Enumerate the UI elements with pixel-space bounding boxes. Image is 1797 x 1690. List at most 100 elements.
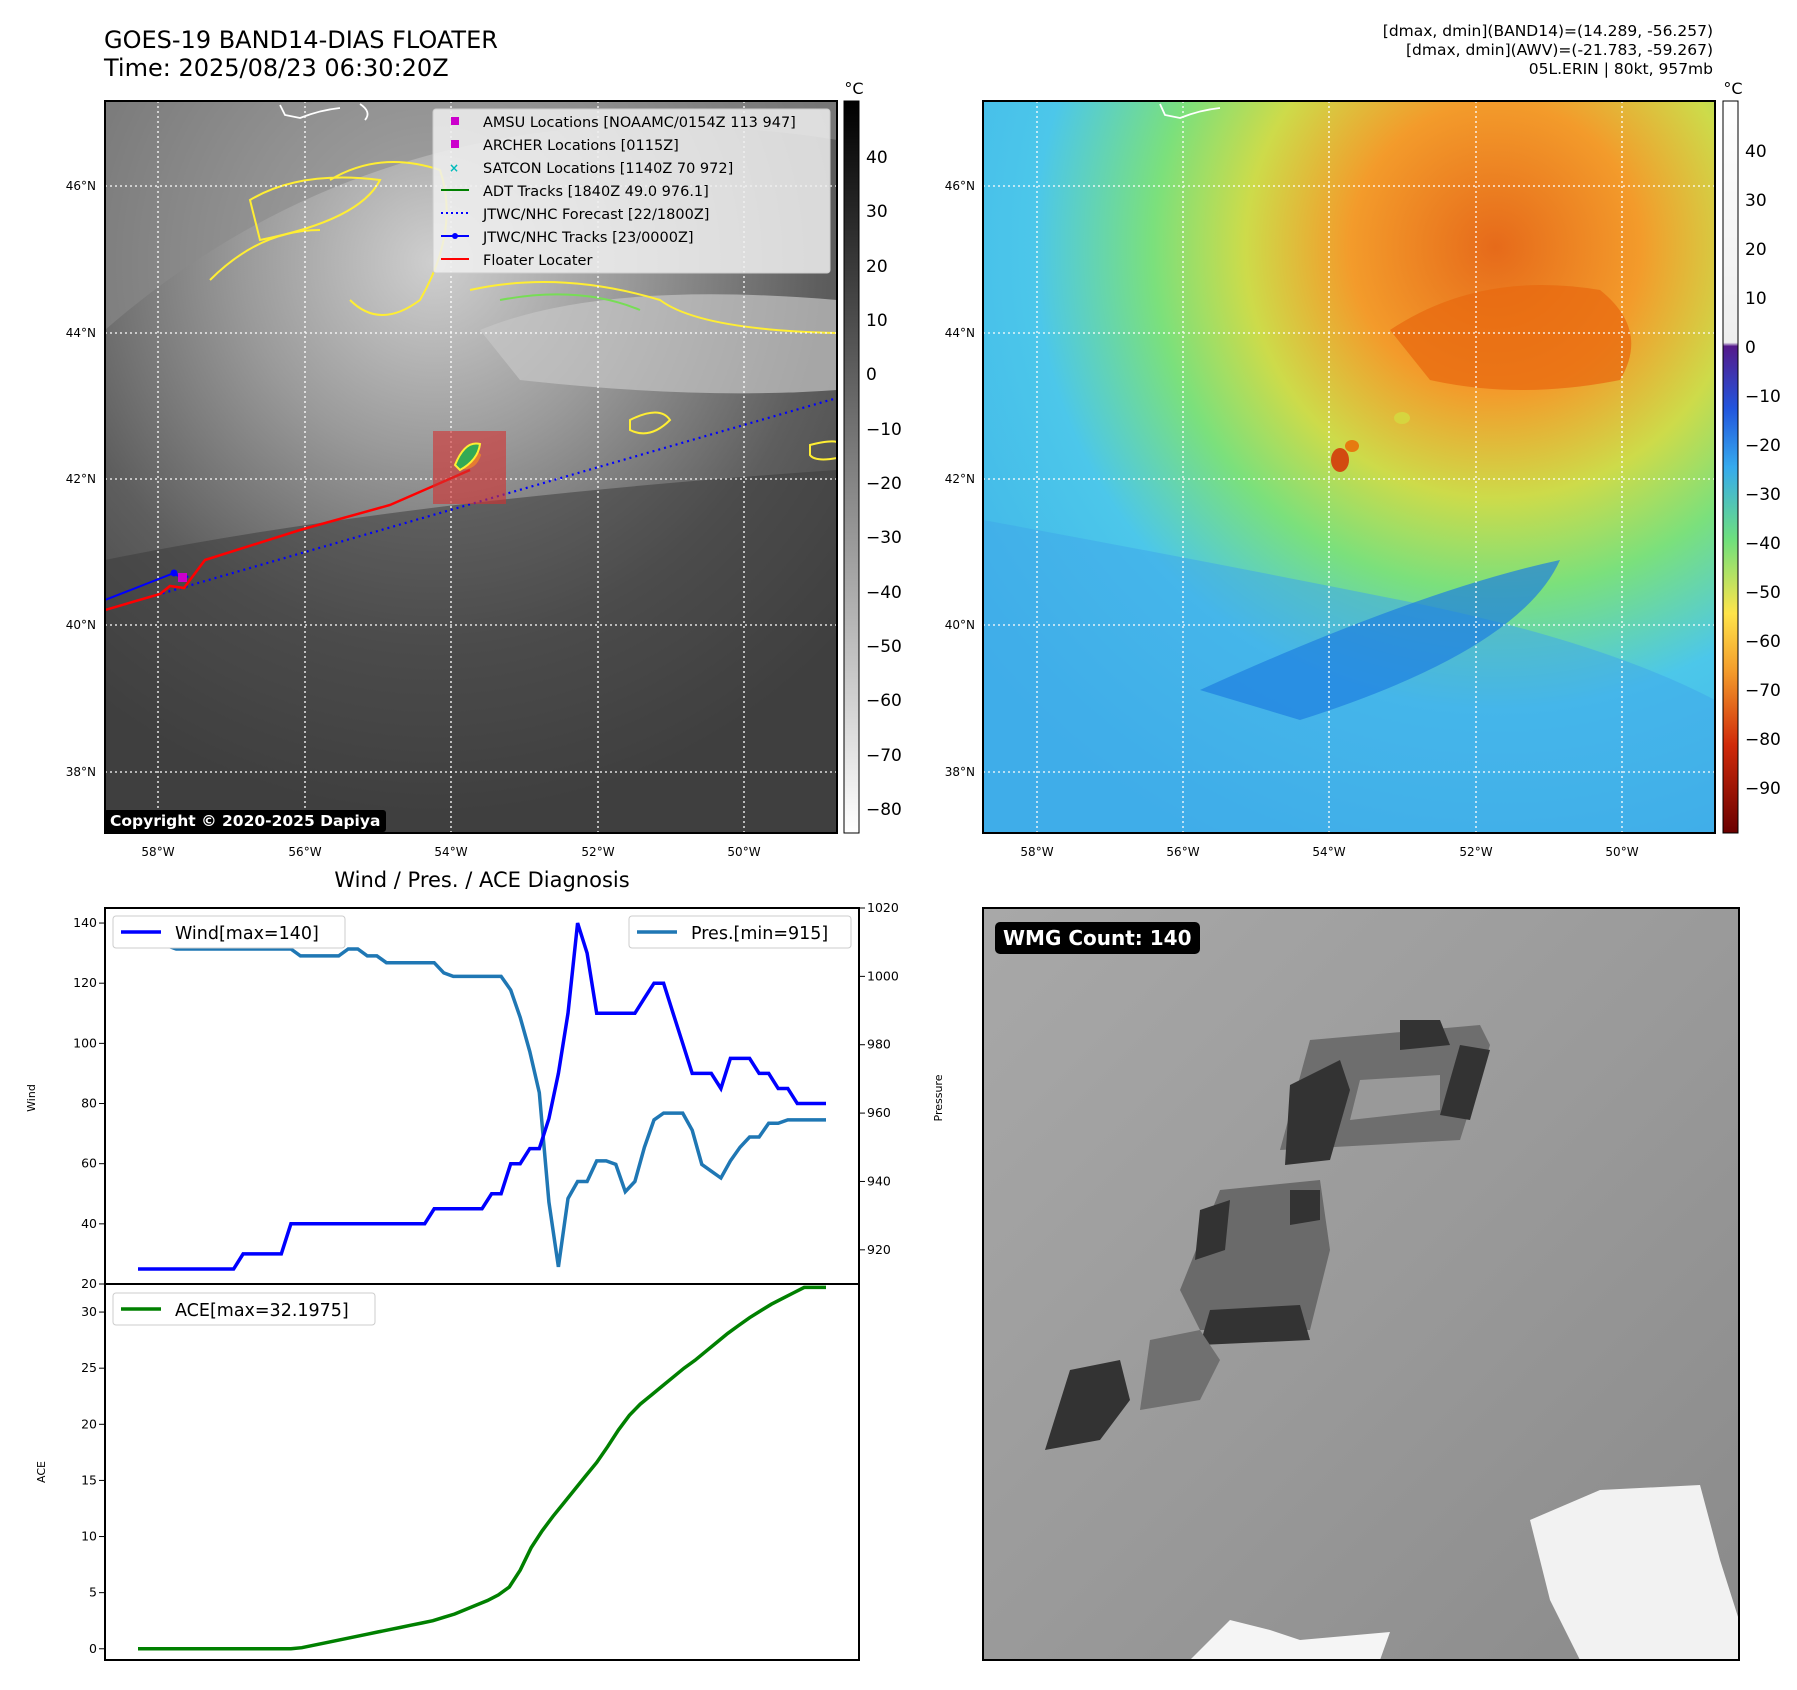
pressure-legend: Pres.[min=915] [628,915,852,949]
ir-lat-label: 38°N [66,765,96,779]
wv-lon-label: 52°W [1459,845,1492,859]
pressure-series-line [138,926,826,1268]
legend-archer-label: ARCHER Locations [0115Z] [483,138,679,154]
ace-tick-label: 5 [89,1585,97,1600]
info-line-2: [dmax, dmin](AWV)=(-21.783, -59.267) [1406,41,1713,59]
ace-tick-label: 10 [81,1529,97,1544]
wind-tick-label: 80 [81,1096,97,1111]
wv-cbar-tick: −20 [1745,436,1781,456]
ir-lat-label: 42°N [66,472,96,486]
wv-lat-label: 38°N [945,765,975,779]
ir-cbar-tick: 40 [866,148,888,168]
ir-cbar-tick: −40 [866,583,902,603]
legend-archer-symbol [451,140,459,148]
wmg-features [1045,1020,1739,1660]
wv-cbar-tick: 20 [1745,240,1767,260]
ir-cbar-tick: 20 [866,257,888,277]
ir-lat-label: 44°N [66,326,96,340]
wmg-panel [982,907,1740,1661]
ir-lon-label: 52°W [581,845,614,859]
wind-tick-label: 20 [81,1276,97,1291]
ir-colorbar-unit: °C [844,79,863,98]
wind-tick-label: 100 [73,1035,97,1050]
wmg-count-label: WMG Count: 140 [995,922,1200,954]
pres-tick-label: 920 [867,1242,891,1257]
ir-lat-label: 46°N [66,179,96,193]
wv-cbar-tick: 10 [1745,289,1767,309]
ir-cbar-tick: −30 [866,528,902,548]
ir-gridlines [105,101,837,833]
ace-axis-label: ACE [35,1461,48,1483]
pres-tick-label: 960 [867,1105,891,1120]
wv-colorbar: °C 40 30 20 10 0 −10 −20 −30 −40 −50 −60… [1722,79,1781,834]
wind-legend-label: Wind[max=140] [175,924,319,944]
ir-lon-label: 56°W [288,845,321,859]
wv-colorbar-unit: °C [1723,79,1742,98]
title-line-2: Time: 2025/08/23 06:30:20Z [104,54,449,82]
floater-box [433,431,506,504]
wind-tick-label: 120 [73,975,97,990]
ir-lon-label: 58°W [141,845,174,859]
pres-tick-label: 940 [867,1173,891,1188]
ir-axis-labels: 46°N 44°N 42°N 40°N 38°N 58°W 56°W 54°W … [66,179,761,859]
wv-cbar-tick: −80 [1745,730,1781,750]
wv-axis-labels: 46°N 44°N 42°N 40°N 38°N 58°W 56°W 54°W … [945,179,1639,859]
ir-legend: × AMSU Locations [NOAAMC/0154Z 113 947] … [432,108,831,274]
wv-features [983,103,1715,833]
wv-cbar-tick: −10 [1745,387,1781,407]
ace-legend: ACE[max=32.1975] [112,1292,376,1326]
wv-cbar-tick: −50 [1745,583,1781,603]
ir-cbar-tick: −50 [866,637,902,657]
copyright-label: Copyright © 2020-2025 Dapiya [104,810,387,832]
ace-tick-label: 15 [81,1472,97,1487]
ace-y-ticks: 30 25 20 15 10 5 0 [81,1304,105,1656]
ir-cbar-tick: −20 [866,474,902,494]
wind-pressure-panel: 140 120 100 80 60 40 20 1020 1000 980 960 940 920 W… [25,900,945,1291]
ace-legend-label: ACE[max=32.1975] [175,1301,349,1321]
wind-tick-label: 60 [81,1156,97,1171]
wv-lat-label: 46°N [945,179,975,193]
ir-colorbar: °C 40 30 20 10 0 −10 −20 −30 −40 −50 −60… [843,79,902,834]
pressure-legend-label: Pres.[min=915] [691,924,828,944]
wv-lon-label: 50°W [1605,845,1638,859]
legend-floater-label: Floater Locater [483,253,592,269]
wv-cbar-tick: 30 [1745,191,1767,211]
ir-cbar-tick: −70 [866,746,902,766]
wv-satellite-map [982,100,1716,834]
wv-lat-label: 42°N [945,472,975,486]
ir-cbar-tick: 0 [866,365,877,385]
diagnostic-info: [dmax, dmin](BAND14)=(14.289, -56.257) [… [1383,22,1713,79]
forecast-track-line [105,396,837,612]
info-line-1: [dmax, dmin](BAND14)=(14.289, -56.257) [1382,22,1713,40]
wind-axis-label: Wind [25,1084,38,1112]
diagnosis-title: Wind / Pres. / ACE Diagnosis [334,868,629,892]
info-line-3: 05L.ERIN | 80kt, 957mb [1528,60,1713,78]
ir-colorbar-ticks: 40 30 20 10 0 −10 −20 −30 −40 −50 −60 −7… [866,148,902,820]
wind-y-ticks: 140 120 100 80 60 40 20 [73,915,105,1291]
wv-lon-label: 56°W [1166,845,1199,859]
pres-tick-label: 1020 [867,900,899,915]
ir-lat-label: 40°N [66,618,96,632]
ir-lon-label: 54°W [434,845,467,859]
wv-cbar-tick: 40 [1745,142,1767,162]
ace-tick-label: 0 [89,1641,97,1656]
pres-tick-label: 980 [867,1037,891,1052]
ace-series-line [138,1285,826,1651]
wv-lat-label: 44°N [945,326,975,340]
ir-cbar-tick: −80 [866,800,902,820]
wv-colorbar-ticks: 40 30 20 10 0 −10 −20 −30 −40 −50 −60 −7… [1745,142,1781,799]
wv-gridlines [983,101,1715,833]
figure-title: GOES-19 BAND14-DIAS FLOATER Time: 2025/0… [104,26,498,82]
wv-cbar-tick: 0 [1745,338,1756,358]
ace-panel: 30 25 20 15 10 5 0 ACE ACE[max=32.1975] [35,1283,860,1661]
wind-tick-label: 140 [73,915,97,930]
ir-cbar-tick: −60 [866,691,902,711]
ir-cbar-tick: 30 [866,202,888,222]
legend-satcon-label: SATCON Locations [1140Z 70 972] [483,161,733,177]
wv-cbar-tick: −30 [1745,485,1781,505]
wv-cbar-tick: −40 [1745,534,1781,554]
best-track-point [170,569,178,577]
ace-tick-label: 25 [81,1360,97,1375]
amsu-marker [178,573,187,582]
legend-tracks-label: JTWC/NHC Tracks [23/0000Z] [482,230,694,246]
